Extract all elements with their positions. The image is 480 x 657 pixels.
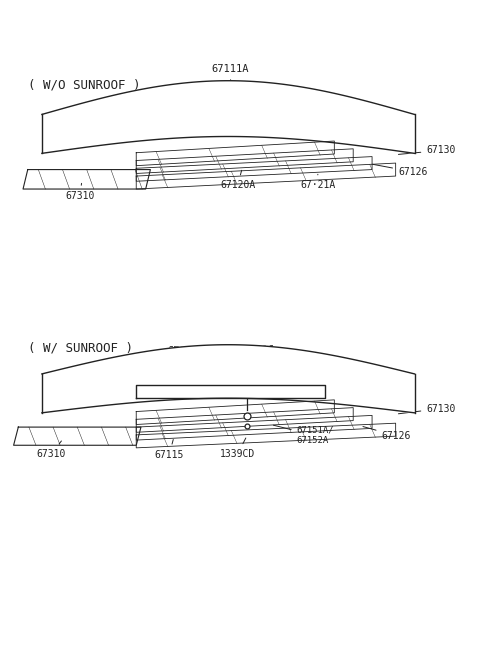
- Polygon shape: [136, 400, 335, 424]
- Polygon shape: [136, 163, 396, 189]
- Polygon shape: [136, 141, 335, 166]
- Text: 67111A: 67111A: [212, 64, 249, 110]
- Text: ( W/O SUNROOF ): ( W/O SUNROOF ): [28, 79, 140, 92]
- Polygon shape: [136, 156, 372, 181]
- Text: 67310: 67310: [36, 441, 66, 459]
- Text: 1339CD: 1339CD: [220, 438, 255, 459]
- Text: ( W/ SUNROOF ): ( W/ SUNROOF ): [28, 342, 133, 355]
- Text: 67·21A: 67·21A: [300, 174, 336, 191]
- Polygon shape: [136, 407, 353, 432]
- Polygon shape: [136, 415, 372, 440]
- Text: 67115: 67115: [155, 440, 184, 460]
- Text: 67310: 67310: [65, 183, 95, 201]
- Polygon shape: [42, 345, 415, 413]
- Polygon shape: [136, 423, 396, 448]
- Polygon shape: [13, 427, 141, 445]
- Text: 67151A/
67152A: 67151A/ 67152A: [273, 425, 334, 445]
- Polygon shape: [42, 81, 415, 153]
- Text: 67126: 67126: [372, 164, 427, 177]
- Text: 67130: 67130: [398, 145, 456, 155]
- Text: 67120A: 67120A: [220, 170, 255, 191]
- Text: 67130: 67130: [398, 403, 456, 414]
- Text: 67126: 67126: [363, 426, 411, 441]
- Polygon shape: [136, 149, 353, 173]
- Text: 67111A: 67111A: [167, 346, 204, 374]
- Polygon shape: [23, 170, 150, 189]
- Text: 66316: 66316: [243, 344, 275, 373]
